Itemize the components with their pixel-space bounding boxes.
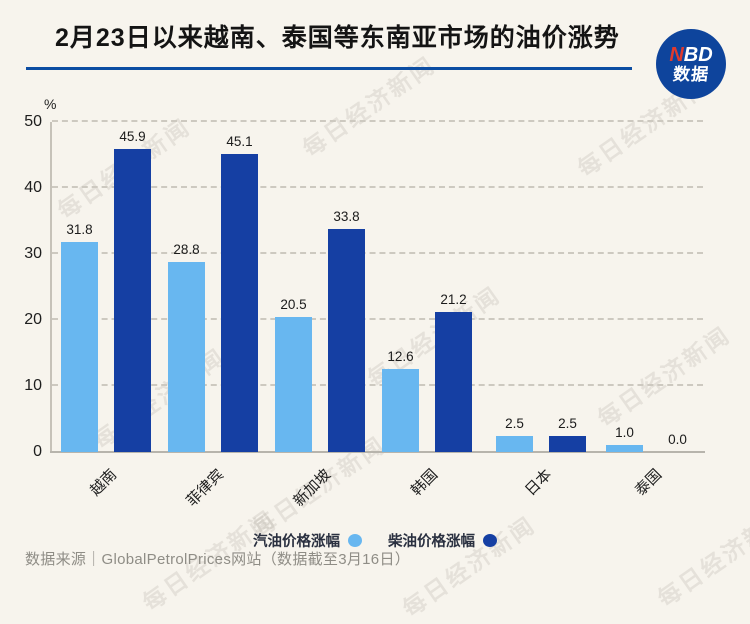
bar-value-label: 45.1 — [226, 134, 253, 150]
bar-柴油价格涨幅-日本: 2.5 — [549, 416, 586, 452]
bar-汽油价格涨幅-新加坡: 20.5 — [275, 297, 312, 452]
gridline-40 — [52, 186, 703, 188]
bar-柴油价格涨幅-新加坡: 33.8 — [328, 209, 365, 452]
y-axis-tick-30: 30 — [24, 245, 42, 262]
infographic: 每日经济新闻 每日经济新闻 每日经济新闻 每日经济新闻 每日经济新闻 每日经济新闻 每日经济… — [0, 24, 750, 623]
bar-rect — [168, 261, 205, 452]
bar-汽油价格涨幅-日本: 2.5 — [496, 416, 533, 452]
bar-rect — [114, 149, 151, 452]
legend-label: 柴油价格涨幅 — [388, 533, 475, 550]
x-axis-label-菲律宾: 菲律宾 — [183, 466, 228, 510]
bar-rect — [221, 154, 258, 452]
nbd-logo-text: NBD — [669, 45, 712, 65]
x-axis-label-新加坡: 新加坡 — [290, 466, 335, 510]
bar-rect — [435, 312, 472, 452]
gridline-20 — [52, 318, 703, 320]
bar-value-label: 0.0 — [668, 432, 687, 447]
bar-value-label: 21.2 — [440, 292, 467, 308]
x-axis-line — [50, 451, 705, 453]
gridline-10 — [52, 384, 703, 386]
legend-dot — [483, 533, 497, 547]
plot-area: 0 10 20 30 40 50 31.8 45.9 越南 28.8 45.1 菲律宾 20.5 33.8… — [24, 113, 705, 510]
gridline-30 — [52, 252, 703, 254]
bar-value-label: 31.8 — [66, 222, 93, 238]
nbd-logo-subtitle: 数据 — [672, 64, 711, 84]
bar-group-韩国: 12.6 21.2 — [382, 122, 472, 452]
y-axis-unit-label: % — [44, 96, 57, 112]
bar-value-label: 20.5 — [280, 296, 307, 312]
bar-value-label: 33.8 — [333, 208, 360, 224]
bar-group-新加坡: 20.5 33.8 — [275, 122, 365, 452]
y-axis-tick-0: 0 — [33, 443, 42, 460]
y-axis-tick-50: 50 — [24, 113, 42, 130]
nbd-logo-bd: BD — [683, 44, 713, 67]
x-axis-label-越南: 越南 — [86, 466, 121, 500]
bar-group-日本: 2.5 2.5 — [496, 122, 586, 452]
bar-rect — [382, 368, 419, 452]
bar-柴油价格涨幅-越南: 45.9 — [114, 129, 151, 452]
bar-柴油价格涨幅-韩国: 21.2 — [435, 292, 472, 452]
page-title: 2月23日以来越南、泰国等东南亚市场的油价涨势 — [55, 24, 620, 52]
bar-value-label: 2.5 — [558, 415, 577, 431]
bar-group-越南: 31.8 45.9 — [61, 122, 151, 452]
bar-value-label: 45.9 — [119, 129, 146, 145]
nbd-logo-n: N — [669, 44, 684, 67]
bar-chart: % 0 10 20 30 40 50 31.8 45.9 越南 28.8 45.1 菲律宾 20.5 33… — [24, 96, 705, 510]
bar-value-label: 28.8 — [173, 241, 200, 257]
legend-label: 汽油价格涨幅 — [253, 533, 340, 550]
y-axis-tick-20: 20 — [24, 311, 42, 328]
title-underline — [26, 67, 632, 70]
bar-汽油价格涨幅-泰国: 1.0 — [606, 425, 643, 452]
bar-group-菲律宾: 28.8 45.1 — [168, 122, 258, 452]
bar-rect — [549, 435, 586, 452]
bar-value-label: 12.6 — [387, 348, 414, 364]
legend-item-柴油价格涨幅: 柴油价格涨幅 — [388, 530, 497, 551]
legend: 汽油价格涨幅 柴油价格涨幅 — [0, 529, 750, 551]
legend-item-汽油价格涨幅: 汽油价格涨幅 — [253, 530, 362, 551]
bar-group-泰国: 1.0 0.0 — [606, 122, 696, 452]
y-axis-tick-40: 40 — [24, 179, 42, 196]
bar-rect — [328, 228, 365, 452]
data-source: 数据来源｜GlobalPetrolPrices网站（数据截至3月16日） — [25, 551, 411, 568]
bar-汽油价格涨幅-菲律宾: 28.8 — [168, 242, 205, 452]
bar-rect — [275, 316, 312, 452]
y-axis-line — [50, 122, 52, 452]
bar-rect — [61, 242, 98, 452]
bar-汽油价格涨幅-韩国: 12.6 — [382, 349, 419, 452]
y-axis-tick-10: 10 — [24, 377, 42, 394]
bar-value-label: 1.0 — [615, 425, 634, 441]
gridline-50 — [52, 120, 703, 122]
bar-rect — [606, 445, 643, 452]
bar-汽油价格涨幅-越南: 31.8 — [61, 222, 98, 452]
bar-柴油价格涨幅-菲律宾: 45.1 — [221, 134, 258, 452]
legend-dot — [348, 533, 362, 547]
bar-rect — [496, 435, 533, 452]
x-axis-label-韩国: 韩国 — [407, 466, 442, 500]
bar-value-label: 2.5 — [505, 415, 524, 431]
x-axis-label-日本: 日本 — [521, 466, 556, 500]
x-axis-label-泰国: 泰国 — [631, 466, 666, 500]
nbd-logo: NBD 数据 — [656, 29, 726, 99]
